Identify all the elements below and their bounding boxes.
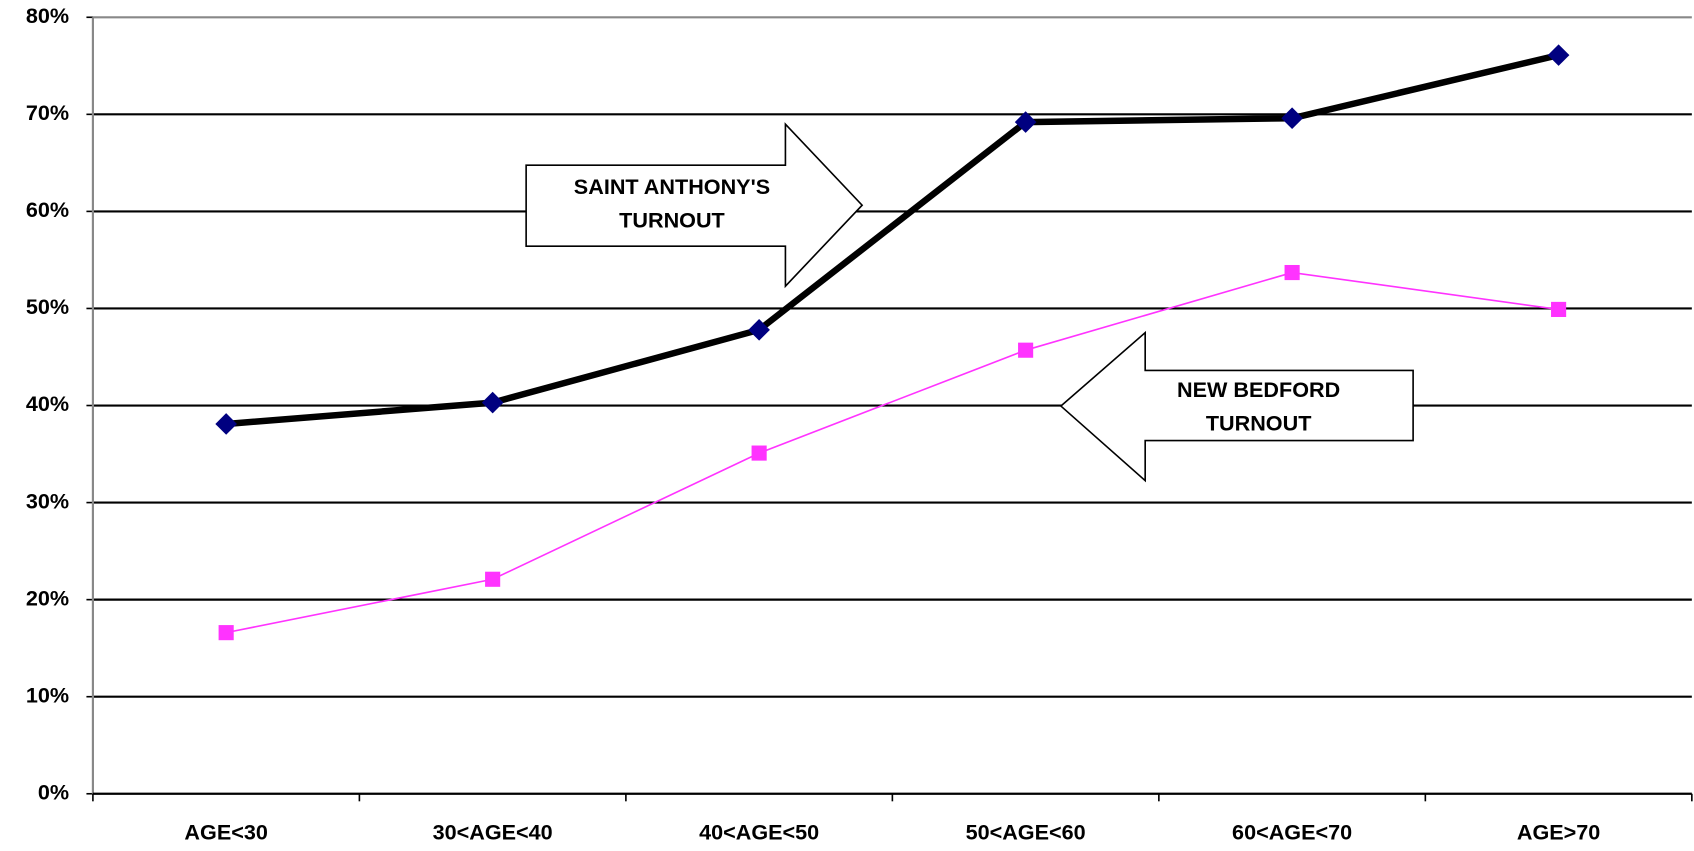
- callout-arrow: [1059, 330, 1414, 483]
- x-tick-label: AGE>70: [1517, 819, 1600, 844]
- y-tick-label: 20%: [26, 585, 69, 610]
- callout-arrow: [525, 122, 864, 289]
- marker: [1284, 264, 1300, 281]
- annotation: TURNOUT: [619, 208, 725, 233]
- marker: [1551, 301, 1567, 317]
- y-tick-label: 60%: [26, 197, 69, 222]
- marker: [481, 391, 504, 414]
- marker: [751, 445, 767, 461]
- y-tick-label: 50%: [26, 294, 69, 319]
- series-line: [225, 51, 1560, 428]
- y-tick-label: 10%: [26, 682, 69, 707]
- y-tick-label: 30%: [26, 488, 69, 513]
- annotation: NEW BEDFORD: [1177, 377, 1340, 402]
- x-tick-label: 50<AGE<60: [966, 819, 1086, 844]
- x-tick-label: 60<AGE<70: [1232, 819, 1352, 844]
- marker: [485, 571, 501, 587]
- y-tick-label: 80%: [26, 3, 69, 28]
- y-tick-label: 40%: [26, 391, 69, 416]
- marker: [218, 625, 234, 641]
- marker: [215, 413, 237, 435]
- marker: [748, 319, 770, 341]
- marker: [1281, 107, 1303, 130]
- marker: [1014, 111, 1037, 133]
- series-line: [225, 271, 1559, 634]
- marker: [1547, 44, 1570, 66]
- x-tick-label: 30<AGE<40: [433, 819, 553, 844]
- x-tick-label: 40<AGE<50: [699, 819, 819, 844]
- marker: [1018, 342, 1034, 358]
- y-tick-label: 0%: [38, 779, 69, 804]
- annotation: SAINT ANTHONY'S: [574, 174, 770, 199]
- annotation: TURNOUT: [1206, 411, 1312, 436]
- x-tick-label: AGE<30: [184, 819, 267, 844]
- y-tick-label: 70%: [26, 100, 69, 125]
